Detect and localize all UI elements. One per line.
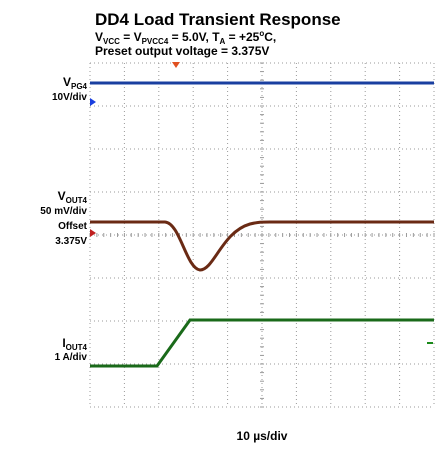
scope-grid — [89, 62, 435, 408]
subtitle-line2: Preset output voltage = 3.375V — [95, 44, 269, 58]
channel-name: VPG4 — [63, 75, 88, 91]
text: o — [259, 29, 264, 38]
channel-scale: 10V/div — [52, 92, 87, 103]
text: V — [63, 75, 71, 89]
text: = V — [120, 30, 142, 44]
text: V — [95, 30, 103, 44]
trace-vout4 — [90, 220, 434, 272]
text: OUT4 — [66, 196, 88, 205]
text: = +25 — [225, 30, 259, 44]
trace-iout4 — [90, 318, 434, 368]
channel-name: IOUT4 — [62, 336, 87, 352]
trigger-marker — [172, 62, 180, 68]
ch-marker — [90, 229, 96, 237]
text: C, — [264, 30, 276, 44]
text: PVCC4 — [142, 37, 169, 46]
text: V — [58, 189, 66, 203]
text: VCC — [103, 37, 120, 46]
channel-scale: 50 mV/div — [40, 206, 87, 217]
subtitle-line1: VVCC = VPVCC4 = 5.0V, TA = +25oC, — [95, 29, 276, 46]
text: A — [220, 37, 226, 46]
offset-value: 3.375V — [55, 236, 87, 247]
timebase: 10 µs/div — [237, 429, 288, 443]
title: DD4 Load Transient Response — [95, 10, 341, 29]
channel-name: VOUT4 — [58, 189, 88, 205]
text: OUT4 — [66, 343, 88, 352]
text: PG4 — [71, 82, 88, 91]
channel-scale: 1 A/div — [55, 352, 88, 363]
text: I — [62, 336, 65, 350]
offset-label: Offset — [58, 221, 88, 232]
text: = 5.0V, T — [168, 30, 220, 44]
ch-marker — [90, 98, 96, 106]
